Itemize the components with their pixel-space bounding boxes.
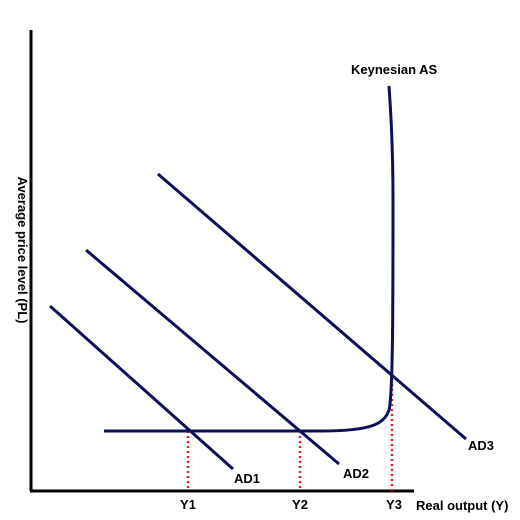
ad1-curve bbox=[49, 304, 234, 471]
tick-y1: Y1 bbox=[180, 497, 196, 512]
ad1-label: AD1 bbox=[234, 471, 260, 486]
x-axis-label: Real output (Y) bbox=[416, 498, 508, 513]
y-axis-label: Average price level (PL) bbox=[15, 177, 30, 324]
tick-y3: Y3 bbox=[386, 497, 402, 512]
as-label: Keynesian AS bbox=[351, 62, 438, 77]
ad3-label: AD3 bbox=[468, 438, 494, 453]
keynesian-as-curve bbox=[104, 85, 395, 433]
tick-y2: Y2 bbox=[292, 497, 308, 512]
ad3-curve bbox=[157, 172, 467, 441]
ad2-curve bbox=[85, 248, 340, 466]
ad2-label: AD2 bbox=[343, 466, 369, 481]
